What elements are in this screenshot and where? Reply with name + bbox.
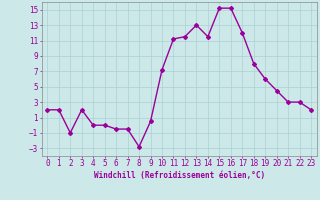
X-axis label: Windchill (Refroidissement éolien,°C): Windchill (Refroidissement éolien,°C): [94, 171, 265, 180]
